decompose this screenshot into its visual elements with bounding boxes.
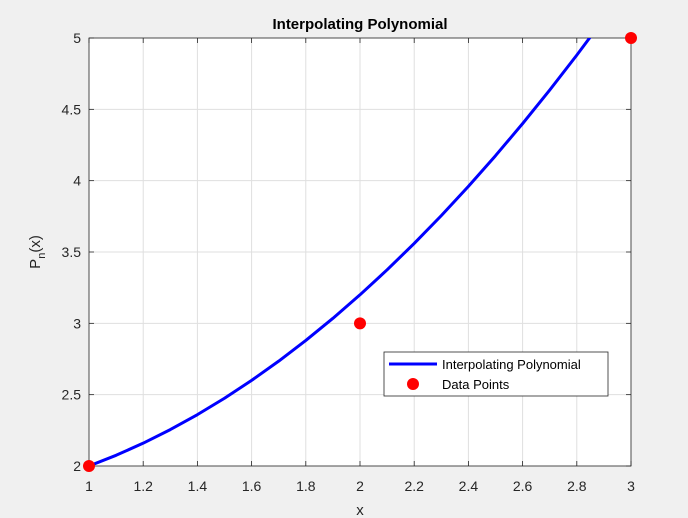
x-tick-label: 1 [85,478,93,494]
data-point-marker [354,317,366,330]
y-tick-label: 3 [73,315,81,331]
x-tick-label: 1.4 [188,478,208,494]
series-layer [83,32,637,472]
x-tick-label: 2.2 [404,478,424,494]
legend-entry-data-points: Data Points [442,377,510,392]
legend-marker-swatch [407,378,419,390]
legend: Interpolating Polynomial Data Points [383,351,609,397]
x-tick-label: 2.4 [459,478,479,494]
y-axis-label: Pn(x) [27,235,48,269]
y-tick-label: 2 [73,458,81,474]
y-axis-label-subscript: n [36,253,48,259]
legend-box [383,351,609,397]
y-tick-label: 4 [73,173,81,189]
axes-box [88,37,632,467]
chart-title: Interpolating Polynomial [272,16,447,33]
y-tick-label: 4.5 [62,101,82,117]
y-tick-labels: 2 2.5 3 3.5 4 4.5 5 [62,30,82,474]
legend-entry-polynomial: Interpolating Polynomial [442,357,581,372]
polynomial-curve [89,38,592,466]
x-tick-label: 3 [627,478,635,494]
x-tick-label: 2 [356,478,364,494]
x-tick-label: 2.6 [513,478,533,494]
x-tick-label: 1.8 [296,478,316,494]
x-tick-label: 1.6 [242,478,262,494]
data-point-marker [83,460,95,472]
x-tick-label: 2.8 [567,478,587,494]
y-tick-label: 2.5 [62,387,82,403]
y-axis-label-base: P [27,259,44,269]
y-tick-label: 5 [73,30,81,46]
y-tick-label: 3.5 [62,244,82,260]
x-tick-labels: 1 1.2 1.4 1.6 1.8 2 2.2 2.4 2.6 2.8 3 [85,478,635,494]
x-tick-label: 1.2 [133,478,153,494]
y-axis-label-suffix: (x) [27,235,44,253]
data-point-marker [625,32,637,44]
svg-text:Pn(x): Pn(x) [27,235,48,269]
x-axis-label: x [356,502,364,518]
